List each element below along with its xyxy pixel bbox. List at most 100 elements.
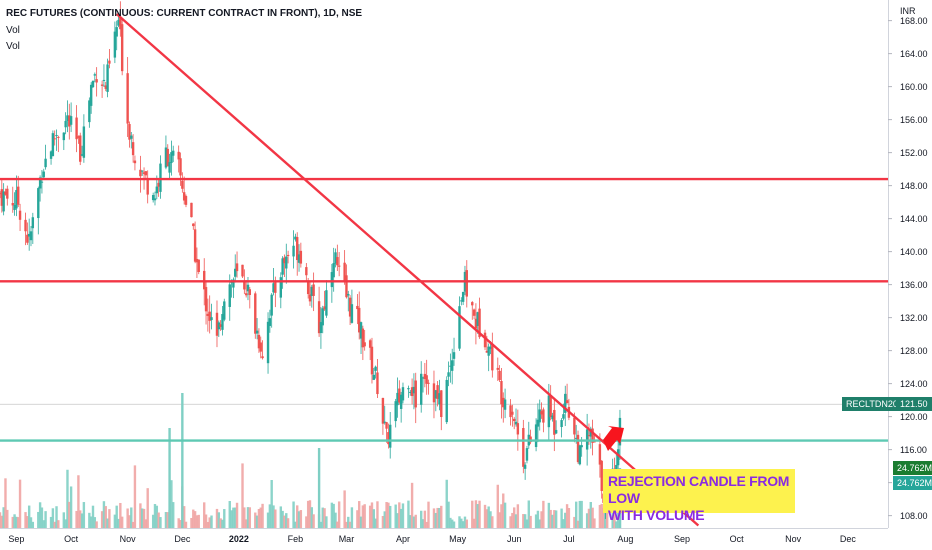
candle-body: [356, 305, 359, 310]
candle-body: [219, 324, 222, 327]
candle-body: [206, 313, 210, 316]
volume-bar: [511, 512, 514, 528]
volume-bar: [368, 505, 372, 528]
candle-body: [514, 421, 518, 425]
volume-indicator-label[interactable]: Vol: [6, 25, 20, 36]
arrow-shape: [603, 426, 624, 451]
volume-bar: [554, 510, 558, 528]
candle-body: [104, 85, 107, 89]
candle-body: [192, 223, 195, 227]
time-tick-label: Dec: [840, 534, 857, 544]
annotation-note: REJECTION CANDLE FROM LOW WITH VOLUME: [603, 469, 795, 523]
volume-bar: [195, 515, 199, 528]
candle-body: [246, 284, 250, 292]
volume-bar: [449, 517, 452, 528]
volume-bar: [228, 501, 231, 528]
time-tick-label: Dec: [174, 534, 191, 544]
volume-bar: [587, 508, 591, 528]
candle-body: [562, 414, 565, 419]
volume-bar: [126, 508, 129, 528]
candle-body: [75, 117, 78, 140]
candle-body: [168, 162, 171, 173]
time-tick-label: 2022: [229, 534, 249, 544]
candle-body: [77, 136, 80, 138]
volume-bar: [420, 510, 423, 528]
candle-body: [166, 148, 169, 167]
candle-body: [228, 284, 231, 307]
volume-bar: [359, 516, 363, 528]
volume-bar: [4, 478, 7, 528]
candle-body: [285, 256, 288, 269]
candle-body: [297, 254, 301, 263]
volume-bar: [421, 519, 425, 528]
volume-bar: [398, 502, 401, 528]
candle-body: [458, 306, 461, 349]
volume-bar: [177, 518, 180, 528]
candle-body: [542, 409, 545, 423]
candle-body: [13, 204, 16, 211]
candle-body: [449, 365, 452, 367]
time-tick-label: Feb: [288, 534, 304, 544]
candle-body: [254, 293, 257, 334]
candle-body: [376, 372, 379, 395]
candle-body: [529, 436, 532, 443]
volume-bar: [447, 501, 450, 528]
volume-indicator-label-2[interactable]: Vol: [6, 41, 20, 52]
volume-bar: [119, 502, 122, 528]
candle-body: [102, 79, 106, 81]
volume-bar: [297, 511, 301, 528]
volume-bar: [193, 511, 197, 528]
candle-body: [432, 383, 436, 403]
volume-bar: [274, 509, 277, 528]
volume-bar: [42, 520, 45, 528]
volume-bar: [325, 516, 328, 528]
volume-tag-2: 24.762M: [893, 476, 932, 490]
volume-bar: [204, 514, 208, 528]
volume-bar: [241, 463, 244, 528]
volume-bar: [128, 515, 131, 528]
candle-body: [142, 172, 146, 174]
time-tick-label: Apr: [396, 534, 410, 544]
volume-bar: [489, 511, 492, 528]
candle-body: [394, 401, 397, 422]
volume-bar: [452, 521, 456, 528]
candle-body: [361, 328, 365, 348]
volume-bar: [458, 516, 461, 528]
candle-body: [363, 342, 366, 347]
volume-bar: [589, 501, 592, 528]
volume-bar: [350, 507, 354, 528]
volume-bar: [29, 517, 33, 528]
volume-bar: [308, 500, 312, 528]
candle-body: [292, 245, 295, 257]
candle-body: [485, 350, 489, 353]
volume-bar: [578, 500, 582, 528]
candle-body: [420, 373, 423, 405]
candle-body: [576, 434, 580, 463]
volume-bar: [478, 500, 481, 528]
volume-bar: [401, 503, 405, 528]
volume-bar: [15, 516, 18, 528]
volume-bar: [179, 519, 182, 528]
candle-body: [560, 420, 563, 428]
candle-body: [412, 386, 416, 394]
volume-bar: [235, 502, 239, 528]
candle-body: [259, 342, 262, 352]
time-tick-label: May: [449, 534, 467, 544]
candle-body: [241, 264, 244, 277]
candle-body: [29, 231, 33, 241]
candle-body: [44, 158, 47, 168]
candle-body: [66, 115, 69, 121]
volume-bar: [440, 505, 443, 528]
candle-body: [223, 301, 226, 320]
volume-bar: [190, 517, 193, 528]
candle-body: [471, 302, 474, 306]
volume-bar: [387, 502, 390, 528]
candle-body: [42, 171, 45, 178]
volume-bar: [525, 519, 529, 528]
volume-bar: [254, 512, 257, 528]
candle-body: [108, 60, 111, 64]
volume-bar: [69, 486, 73, 528]
volume-bar: [522, 514, 525, 528]
time-tick-label: Mar: [339, 534, 355, 544]
